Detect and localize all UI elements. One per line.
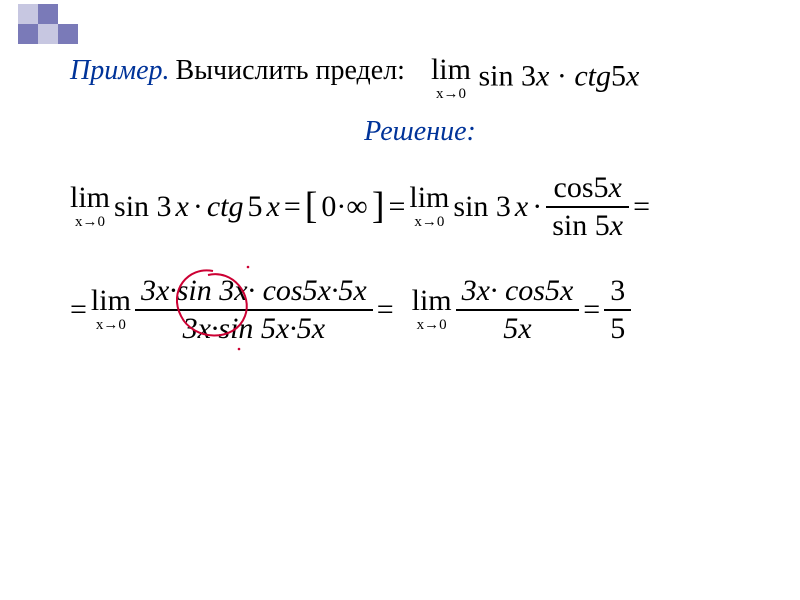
slide-content: Пример. Вычислить предел: lim x→0 sin 3x…	[70, 55, 770, 378]
example-label: Пример.	[70, 55, 170, 87]
header-formula: lim x→0 sin 3x · ctg5x	[431, 55, 639, 102]
lim-symbol: lim x→0	[412, 286, 452, 333]
equation-row-1: lim x→0 sin 3x · ctg5x = [0·∞] = lim x→0…	[70, 172, 770, 241]
deco-square	[38, 4, 58, 24]
deco-square	[18, 24, 38, 44]
lim-symbol: lim x→0	[91, 286, 131, 333]
answer-fraction: 3 5	[604, 275, 631, 344]
lim-symbol: lim x→0	[70, 183, 110, 230]
header-line: Пример. Вычислить предел: lim x→0 sin 3x…	[70, 55, 770, 102]
corner-decoration	[0, 0, 120, 50]
task-label: Вычислить предел:	[176, 55, 405, 87]
fraction: 3x· cos5x 5x	[456, 275, 580, 344]
equation-row-2: = lim x→0 3x·sin 3x· cos5x·5x 3x·sin 5x·…	[70, 275, 770, 344]
deco-square	[18, 4, 38, 24]
solution-label: Решение:	[70, 116, 770, 148]
deco-square	[38, 24, 58, 44]
lim-symbol: lim x→0	[409, 183, 449, 230]
deco-square	[58, 24, 78, 44]
fraction-big: 3x·sin 3x· cos5x·5x 3x·sin 5x·5x	[135, 275, 373, 344]
fraction: cos5x sin 5x	[546, 172, 629, 241]
